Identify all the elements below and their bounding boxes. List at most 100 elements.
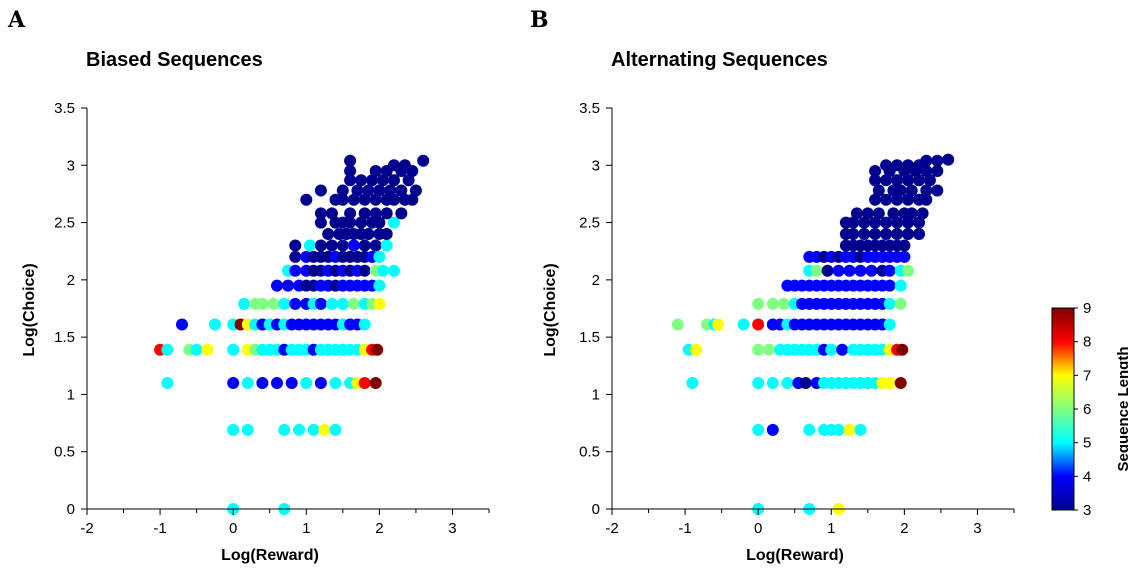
panel-b-data-point <box>883 377 896 389</box>
panel-b-data-point <box>891 228 904 240</box>
panel-a-data-point <box>384 184 397 197</box>
panel-a-data-point <box>325 297 338 310</box>
panel-a-x-tick-label: 3 <box>448 520 456 537</box>
panel-b-y-tick-label: 1.5 <box>579 329 600 346</box>
panel-a-data-point <box>267 297 280 310</box>
panel-b-data-point <box>825 343 838 356</box>
panel-a-data-point <box>362 228 375 240</box>
panel-a-data-point <box>358 264 371 277</box>
panel-a-points <box>154 154 430 515</box>
panel-b-data-point <box>902 193 914 206</box>
panel-a-data-point <box>358 193 371 206</box>
panel-b-data-point <box>854 423 867 436</box>
panel-a-data-point <box>358 377 371 389</box>
panel-a-data-point <box>377 174 389 187</box>
panel-b-data-point <box>836 343 849 356</box>
panel-b-data-point <box>858 228 871 240</box>
panel-b-data-point <box>883 279 896 292</box>
panel-b-data-point <box>869 174 882 187</box>
panel-a-x-axis-label: Log(Reward) <box>221 547 319 564</box>
colorbar-tick-label: 5 <box>1083 435 1091 452</box>
colorbar-tick-label: 6 <box>1083 401 1091 418</box>
panel-a-plot-area: -2 -1 0 1 2 3 0 0.5 1 1.5 2 2.5 3 3.5 <box>54 100 490 537</box>
panel-a-letter: A <box>7 7 26 33</box>
panel-b-data-point <box>896 343 909 356</box>
panel-b-data-point <box>752 423 765 436</box>
colorbar-label: Sequence Length <box>1115 346 1128 471</box>
panel-b-data-point <box>905 207 918 220</box>
panel-b-data-point <box>763 343 776 356</box>
panel-a-data-point <box>355 216 368 229</box>
panel-b-data-point <box>799 377 812 389</box>
panel-b-data-point <box>865 264 878 277</box>
panel-a-data-point <box>402 174 415 187</box>
panel-b-data-point <box>891 216 904 229</box>
panel-a-x-tick-label: 1 <box>302 520 310 537</box>
panel-b-data-point <box>913 216 925 229</box>
panel-b-data-point <box>671 318 684 331</box>
panel-a-data-point <box>362 184 375 197</box>
panel-a-data-point <box>344 207 357 220</box>
panel-b-data-point <box>902 216 914 229</box>
panel-a-data-point <box>351 184 364 197</box>
panel-a-x-tick-label: -2 <box>80 520 93 537</box>
panel-a-data-point <box>314 207 327 220</box>
panel-b-y-tick-label: 1 <box>592 386 600 403</box>
panel-b-data-point <box>905 184 918 197</box>
panel-b-data-point <box>872 207 885 220</box>
panel-b-data-point <box>916 207 929 220</box>
panel-b-data-point <box>887 207 900 220</box>
panel-a-data-point <box>293 423 305 436</box>
panel-a-data-point <box>289 239 302 252</box>
panel-b-data-point <box>898 250 911 263</box>
panel-b-x-tick-label: 3 <box>973 520 981 537</box>
panel-b-data-point <box>894 184 907 197</box>
panel-a-data-point <box>388 159 400 172</box>
panel-b-data-point <box>766 423 779 436</box>
panel-b-data-point <box>686 377 699 389</box>
panel-a-data-point <box>373 250 386 263</box>
panel-a-data-point <box>409 184 422 197</box>
panel-a-data-point <box>373 279 386 292</box>
panel-a-data-point <box>380 228 393 240</box>
panel-b-data-point <box>883 318 896 331</box>
panel-b-data-point <box>752 318 765 331</box>
panel-b-y-tick-label: 2 <box>592 272 600 289</box>
panel-b-data-point <box>843 423 856 436</box>
panel-a-data-point <box>373 216 386 229</box>
panel-a-data-point <box>208 318 221 331</box>
panel-a-data-point <box>285 377 298 389</box>
panel-a-data-point <box>325 239 338 252</box>
panel-a-data-point <box>314 297 327 310</box>
panel-a-data-point <box>369 239 382 252</box>
panel-a-y-tick-label: 2 <box>67 272 75 289</box>
panel-a-y-tick-label: 3 <box>67 157 75 174</box>
panel-b-data-point <box>821 264 834 277</box>
panel-b-data-point <box>902 174 914 187</box>
panel-b-data-point <box>931 154 944 167</box>
panel-a-data-point <box>380 207 393 220</box>
panel-a-data-point <box>406 193 419 206</box>
panel-b-data-point <box>781 377 794 389</box>
panel-b-data-point <box>920 184 933 197</box>
panel-a-data-point <box>271 279 283 292</box>
panel-a-data-point <box>417 154 430 167</box>
panel-b-data-point <box>832 423 845 436</box>
panel-a-data-point <box>329 423 342 436</box>
panel-b-data-point <box>898 239 911 252</box>
panel-b-y-axis-label: Log(Choice) <box>542 263 559 356</box>
panel-b-data-point <box>913 174 925 187</box>
panel-b-x-tick-label: 2 <box>900 520 908 537</box>
panel-a-data-point <box>289 264 302 277</box>
panel-a-data-point <box>289 297 302 310</box>
panel-b-x-tick-label: 0 <box>754 520 762 537</box>
panel-b-data-point <box>803 423 816 436</box>
panel-a-data-point <box>278 423 291 436</box>
panel-b-x-axis-label: Log(Reward) <box>746 547 844 564</box>
panel-a-x-tick-label: 0 <box>229 520 237 537</box>
panel-a-data-point <box>256 377 269 389</box>
panel-b-data-point <box>861 207 874 220</box>
panel-a-data-point <box>190 343 203 356</box>
panel-b-data-point <box>752 343 765 356</box>
panel-b-data-point <box>931 184 944 197</box>
